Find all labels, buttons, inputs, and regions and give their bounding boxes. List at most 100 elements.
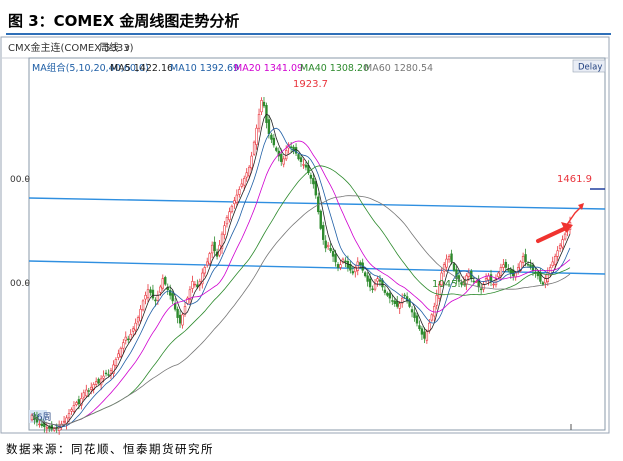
candle-body	[139, 308, 142, 321]
candle-body	[94, 381, 98, 385]
candle-body	[183, 306, 187, 315]
candle-body	[233, 200, 236, 205]
annotation-high: 1923.7	[293, 79, 328, 90]
delay-badge-label: Delay	[578, 63, 602, 73]
candle-body	[558, 244, 562, 249]
candle-body	[164, 277, 167, 285]
candle-body	[526, 264, 530, 266]
candle-body	[376, 278, 379, 282]
candle-body	[250, 155, 253, 169]
candle-body	[423, 331, 426, 339]
candle-body	[482, 283, 485, 290]
candle-body	[257, 113, 261, 129]
candle-body	[442, 264, 446, 272]
trend-arrow-shaft	[536, 226, 568, 243]
trend-arrow	[536, 203, 584, 243]
delay-badge	[572, 59, 606, 73]
candle-body	[438, 283, 441, 299]
candle-body	[418, 325, 421, 330]
candle-body	[109, 370, 113, 374]
candle-body	[504, 261, 508, 268]
candle-body	[403, 294, 406, 297]
candle-body	[329, 247, 332, 252]
toolbar-area	[2, 38, 608, 58]
candle-body	[136, 317, 140, 323]
candle-body	[521, 256, 525, 263]
candle-body	[119, 347, 123, 357]
trend-arrow-tip	[578, 203, 584, 210]
candle-body	[45, 427, 49, 429]
candle-body	[235, 194, 239, 203]
candle-body	[447, 256, 451, 260]
candle-body	[386, 292, 389, 296]
candle-body	[331, 251, 335, 257]
candle-body	[124, 336, 127, 341]
candle-body	[159, 286, 162, 293]
candle-body	[299, 157, 303, 162]
candle-body	[322, 225, 325, 240]
candle-body	[48, 426, 51, 429]
candle-body	[260, 100, 263, 113]
candle-body	[245, 172, 248, 178]
candle-body	[117, 353, 120, 358]
candle-body	[275, 147, 278, 151]
candle-body	[351, 271, 355, 274]
candle-body	[336, 264, 340, 268]
candle-body	[90, 386, 93, 390]
candle-body	[359, 262, 362, 265]
candle-body	[410, 309, 414, 313]
candle-body	[247, 166, 251, 177]
candle-body	[344, 260, 347, 263]
candle-body	[146, 289, 150, 299]
candle-body	[378, 279, 382, 282]
candle-body	[366, 275, 369, 282]
period-dropdown[interactable]: 周线	[99, 41, 119, 54]
source-note: 数据来源：同花顺、恒泰期货研究所	[6, 442, 214, 456]
candle-body	[203, 267, 206, 274]
candle-body	[309, 174, 313, 179]
candle-body	[107, 374, 110, 376]
candle-body	[188, 289, 192, 300]
candle-body	[87, 390, 90, 392]
candle-body	[104, 372, 108, 375]
candle-body	[492, 283, 495, 286]
candle-body	[85, 389, 88, 397]
candle-body	[509, 269, 512, 274]
candle-body	[371, 288, 374, 291]
candle-body	[489, 274, 493, 282]
candle-body	[561, 239, 564, 248]
instrument-label[interactable]: CMX金主连(COMEX 5333)	[8, 41, 134, 54]
x-axis-label-bg	[29, 410, 47, 423]
candle-body	[398, 303, 401, 309]
candle-body	[131, 328, 135, 332]
candle-body	[420, 328, 424, 335]
candle-body	[171, 293, 174, 302]
channel-upper-line	[28, 197, 606, 210]
title-rule	[6, 33, 611, 35]
y-tick-label: 00.0	[10, 279, 30, 289]
candle-body	[243, 178, 246, 186]
candles	[30, 97, 572, 435]
ma-indicator: MA5 1422.16	[110, 63, 173, 74]
candle-body	[97, 378, 100, 384]
candle-body	[67, 413, 71, 419]
candle-body	[339, 264, 342, 268]
candle-body	[556, 250, 559, 257]
ma-indicator: MA40 1308.20	[300, 63, 369, 74]
candle-body	[467, 272, 471, 277]
candle-body	[53, 428, 56, 431]
candle-body	[280, 153, 283, 162]
channel-lower-line	[28, 260, 606, 275]
chart-window: CMX金主连(COMEX 5333) 周线 ∨ MA组合(5,10,20,40,…	[0, 36, 610, 435]
candle-body	[507, 269, 510, 271]
candle-body	[156, 295, 160, 301]
candle-body	[472, 280, 475, 283]
candle-body	[502, 264, 505, 268]
ma-indicator: MA20 1341.09	[234, 63, 303, 74]
candle-body	[272, 137, 276, 146]
trend-arrow-head	[561, 222, 573, 233]
candle-body	[114, 359, 118, 366]
chevron-down-icon[interactable]: ∨	[124, 44, 131, 54]
candle-body	[396, 300, 399, 307]
ma10-line	[31, 127, 571, 428]
